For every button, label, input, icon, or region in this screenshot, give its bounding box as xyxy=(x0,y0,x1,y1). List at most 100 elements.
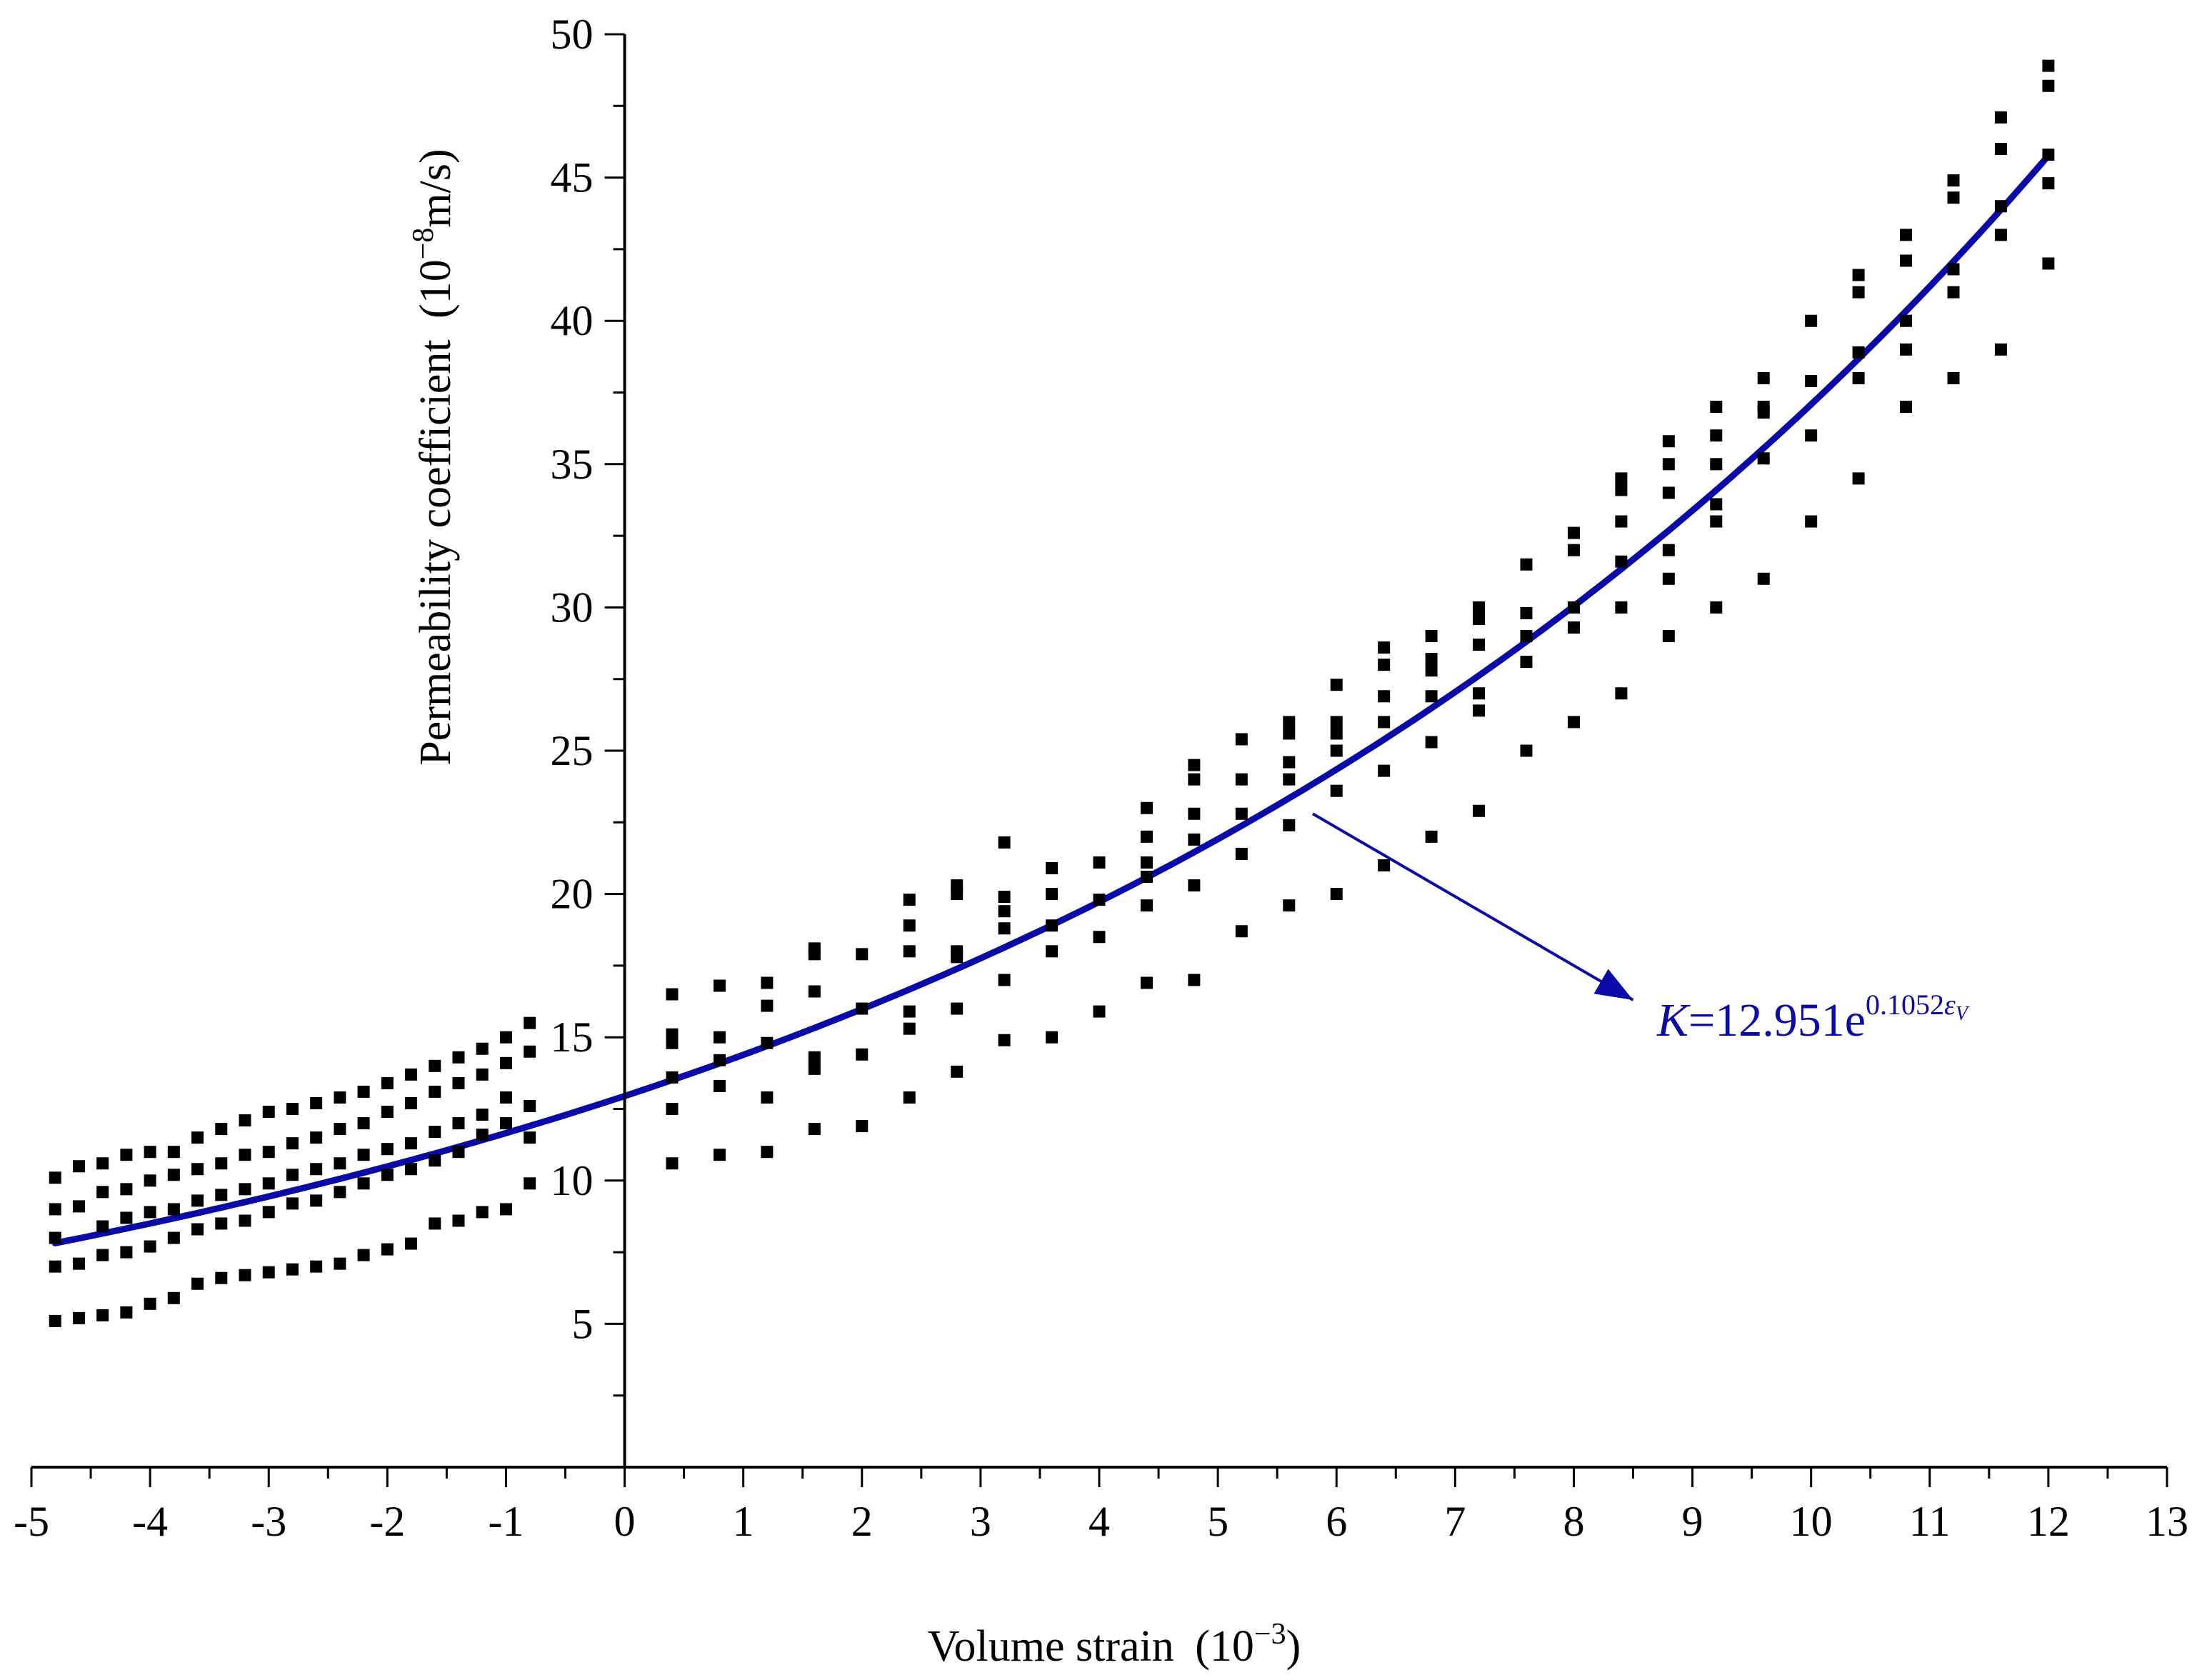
data-point xyxy=(120,1306,133,1319)
data-point xyxy=(856,1048,869,1061)
data-point xyxy=(856,1002,869,1015)
data-point xyxy=(239,1114,251,1127)
tick-labels: -5 -4 -3 -2 -1 0 1 2 3 4 5 6 7 8 9 10 11 12 13510152025303… xyxy=(14,11,2188,1545)
y-tick-label: 45 xyxy=(551,154,594,201)
data-point xyxy=(1662,486,1675,499)
data-point xyxy=(1947,191,1960,204)
data-point xyxy=(286,1169,299,1181)
data-point xyxy=(998,891,1011,904)
data-point xyxy=(1473,687,1486,700)
data-point xyxy=(1378,659,1391,671)
data-point xyxy=(381,1243,394,1256)
data-point xyxy=(666,1028,679,1041)
data-point xyxy=(808,985,821,998)
data-point xyxy=(1662,572,1675,585)
data-point xyxy=(499,1117,512,1130)
data-point xyxy=(856,1120,869,1133)
data-point xyxy=(310,1096,323,1109)
data-point xyxy=(1615,555,1628,568)
data-point xyxy=(666,1071,679,1084)
data-point xyxy=(1947,263,1960,276)
data-point xyxy=(72,1160,85,1173)
data-point xyxy=(499,1091,512,1104)
data-point xyxy=(1283,727,1296,740)
data-point xyxy=(2042,59,2055,72)
data-point xyxy=(334,1257,346,1270)
data-point xyxy=(167,1291,180,1304)
y-axis-title: Permeability coefficient (10−8m/s) xyxy=(407,149,460,765)
y-tick-label: 40 xyxy=(551,297,594,344)
x-tick-label: 11 xyxy=(1909,1498,1951,1545)
data-point xyxy=(1188,773,1201,786)
data-point xyxy=(286,1103,299,1115)
data-point xyxy=(903,1022,916,1035)
data-point xyxy=(713,1079,726,1092)
data-point xyxy=(1615,515,1628,528)
data-point xyxy=(191,1223,204,1236)
data-point xyxy=(998,922,1011,935)
data-point xyxy=(761,999,774,1012)
x-tick-label: 2 xyxy=(851,1498,873,1545)
x-tick-label: 12 xyxy=(2027,1498,2070,1545)
x-tick-label: -3 xyxy=(251,1498,286,1545)
data-point xyxy=(1662,435,1675,448)
data-point xyxy=(1947,286,1960,299)
data-point xyxy=(1567,544,1580,556)
data-point xyxy=(1520,744,1533,757)
data-point xyxy=(286,1197,299,1210)
data-point xyxy=(1330,888,1343,901)
data-point xyxy=(215,1157,228,1170)
axes xyxy=(30,33,2168,1487)
data-point xyxy=(1140,976,1153,989)
data-point xyxy=(1805,314,1818,327)
x-tick-label: 4 xyxy=(1089,1498,1110,1545)
data-point xyxy=(1188,974,1201,986)
data-point xyxy=(144,1297,156,1310)
data-point xyxy=(1947,174,1960,187)
data-point xyxy=(239,1183,251,1196)
data-point xyxy=(808,1123,821,1136)
data-point xyxy=(96,1157,109,1170)
x-tick-label: 9 xyxy=(1682,1498,1703,1545)
data-point xyxy=(357,1149,370,1161)
data-point xyxy=(1805,374,1818,387)
data-point xyxy=(1378,690,1391,703)
annotation-arrow-line xyxy=(1311,812,1634,1001)
data-point xyxy=(1710,515,1723,528)
data-point xyxy=(1330,727,1343,740)
data-point xyxy=(1046,945,1059,958)
data-point xyxy=(1567,526,1580,539)
data-point xyxy=(1757,371,1770,384)
data-point xyxy=(1378,764,1391,777)
data-point xyxy=(262,1266,275,1279)
data-point xyxy=(666,1103,679,1115)
data-point xyxy=(903,1091,916,1104)
data-point xyxy=(1046,861,1059,874)
y-tick-label: 10 xyxy=(551,1157,594,1204)
data-point xyxy=(1473,804,1486,817)
data-point xyxy=(215,1123,228,1136)
data-point xyxy=(1330,744,1343,757)
data-point xyxy=(1188,833,1201,846)
data-point xyxy=(262,1106,275,1119)
data-point xyxy=(1046,1031,1059,1044)
x-tick-label: 10 xyxy=(1790,1498,1833,1545)
data-point xyxy=(1046,888,1059,901)
y-tick-label: 20 xyxy=(551,871,594,918)
data-point xyxy=(1235,807,1248,820)
data-point xyxy=(144,1240,156,1253)
data-point xyxy=(1330,716,1343,729)
data-point xyxy=(1947,371,1960,384)
data-point xyxy=(49,1260,61,1273)
data-point xyxy=(1425,653,1438,666)
data-point xyxy=(1330,784,1343,797)
data-point xyxy=(1710,401,1723,414)
data-point xyxy=(2042,177,2055,190)
data-point xyxy=(808,942,821,955)
data-point xyxy=(1852,371,1865,384)
y-tick-label: 30 xyxy=(551,584,594,631)
data-point xyxy=(310,1260,323,1273)
x-axis-title: Volume strain (10−3) xyxy=(928,1618,1301,1671)
data-point xyxy=(1093,1005,1106,1018)
